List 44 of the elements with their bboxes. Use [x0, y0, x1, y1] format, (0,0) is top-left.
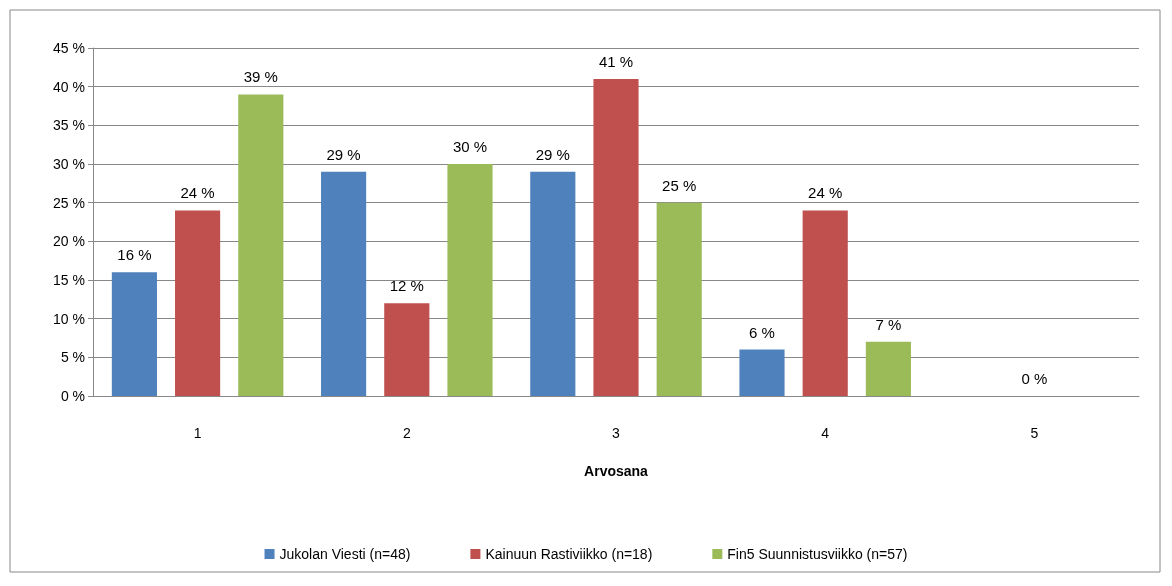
y-tick-label: 5 % — [60, 349, 85, 366]
data-label: 6 % — [749, 323, 775, 341]
y-tick-label: 20 % — [53, 233, 85, 250]
data-label: 41 % — [598, 52, 634, 70]
bar — [530, 171, 576, 396]
y-tick-label: 30 % — [53, 156, 85, 172]
y-tick-label: 15 % — [53, 272, 85, 288]
bar — [593, 78, 639, 396]
x-axis-title: Arvosana — [584, 463, 649, 479]
data-label: 24 % — [180, 184, 215, 202]
data-label: 7 % — [875, 315, 902, 333]
y-tick-label: 40 % — [53, 78, 85, 95]
x-tick-label: 4 — [821, 425, 830, 441]
data-label: 16 % — [117, 246, 152, 264]
data-label: 24 % — [808, 184, 843, 202]
y-tick-label: 10 % — [53, 310, 85, 327]
bar — [802, 210, 848, 396]
y-tick-label: 35 % — [53, 117, 85, 134]
bar — [175, 210, 221, 396]
data-label: 25 % — [662, 176, 697, 194]
bar — [111, 272, 157, 396]
legend-label: Jukolan Viesti (n=48) — [279, 546, 411, 562]
bar — [447, 164, 493, 396]
data-label: 30 % — [452, 138, 488, 155]
y-tick-label: 0 % — [60, 388, 85, 404]
y-tick-label: 25 % — [53, 194, 85, 211]
bar — [238, 94, 284, 396]
bar — [656, 202, 702, 396]
data-label: 39 % — [243, 68, 278, 86]
x-tick-label: 5 — [1030, 425, 1039, 441]
data-label: 29 % — [326, 145, 361, 163]
y-tick-label: 45 % — [53, 40, 85, 56]
legend-label: Fin5 Suunnistusviikko (n=57) — [727, 546, 908, 562]
x-tick-label: 3 — [612, 425, 621, 441]
bar — [321, 171, 367, 396]
bar — [384, 303, 430, 396]
data-label: 0 % — [1021, 370, 1048, 387]
legend-label: Kainuun Rastiviikko (n=18) — [485, 546, 653, 562]
data-label: 29 % — [535, 145, 570, 163]
x-tick-label: 2 — [402, 425, 411, 441]
bar — [739, 349, 785, 396]
bar — [865, 341, 911, 396]
x-tick-label: 1 — [193, 425, 202, 441]
data-label: 12 % — [389, 277, 424, 295]
